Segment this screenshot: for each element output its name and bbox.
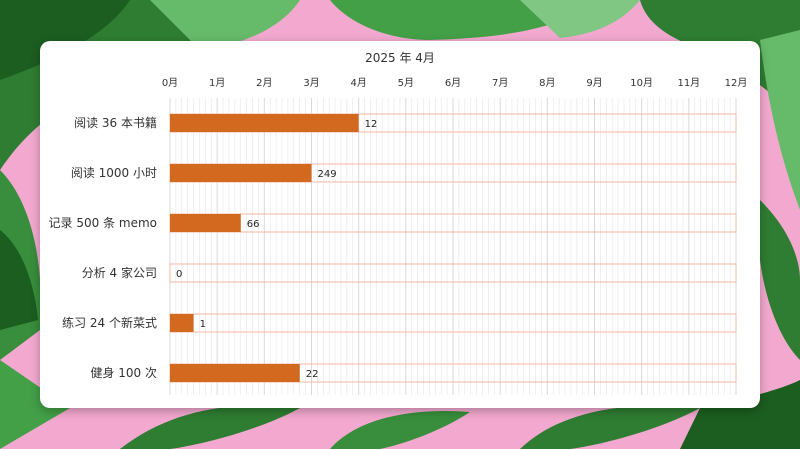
bar-value-label: 249 [318,169,337,180]
category-label: 阅读 36 本书籍 [74,115,157,130]
x-tick-label: 9月 [586,77,602,89]
chart-row: 阅读 36 本书籍 12 [74,113,737,133]
x-tick-label: 1月 [209,77,225,89]
chart-row: 健身 100 次 22 [90,363,737,383]
category-label: 阅读 1000 小时 [71,166,157,180]
x-tick-label: 3月 [303,77,319,89]
x-tick-label: 6月 [445,77,461,89]
x-tick-label: 5月 [398,77,414,89]
x-tick-label: 11月 [677,77,700,89]
bar-track [169,263,737,283]
chart-title: 2025 年 4月 [365,51,435,65]
leaf-top-center [330,0,640,40]
x-tick-label: 0月 [162,77,178,89]
bar [170,114,359,132]
x-tick-label: 2月 [256,77,272,89]
bar-value-label: 22 [306,369,319,380]
x-axis-ticks: 0月 1月 2月 3月 4月 5月 6月 7月 8月 9月 10月 11月 12月 [162,77,748,89]
leaf-right [760,200,800,360]
leaf-left [0,170,41,360]
bar [170,364,300,382]
chart-rows: 阅读 36 本书籍 12 阅读 1000 小时 249 记录 500 条 memo 66 分… [49,113,737,383]
leaf-bottom [0,360,800,449]
leaf-top-right [640,0,800,210]
bar [170,164,312,182]
x-tick-label: 10月 [630,77,653,89]
x-tick-label: 12月 [725,77,748,89]
bar-value-label: 12 [365,119,378,130]
bar [170,314,194,332]
x-tick-label: 4月 [350,77,366,89]
category-label: 分析 4 家公司 [82,265,157,280]
category-label: 练习 24 个新菜式 [62,315,157,330]
bar [170,214,241,232]
chart-grid [169,98,737,395]
x-tick-label: 7月 [492,77,508,89]
category-label: 健身 100 次 [90,365,157,380]
bar-value-label: 1 [200,319,206,330]
category-label: 记录 500 条 memo [49,216,157,230]
chart-row: 记录 500 条 memo 66 [49,213,737,233]
chart-row: 阅读 1000 小时 249 [71,163,737,183]
chart-row: 分析 4 家公司 0 [82,263,737,283]
bar-value-label: 0 [176,269,182,280]
chart-row: 练习 24 个新菜式 1 [62,313,737,333]
bar-value-label: 66 [247,219,260,230]
x-tick-label: 8月 [539,77,555,89]
